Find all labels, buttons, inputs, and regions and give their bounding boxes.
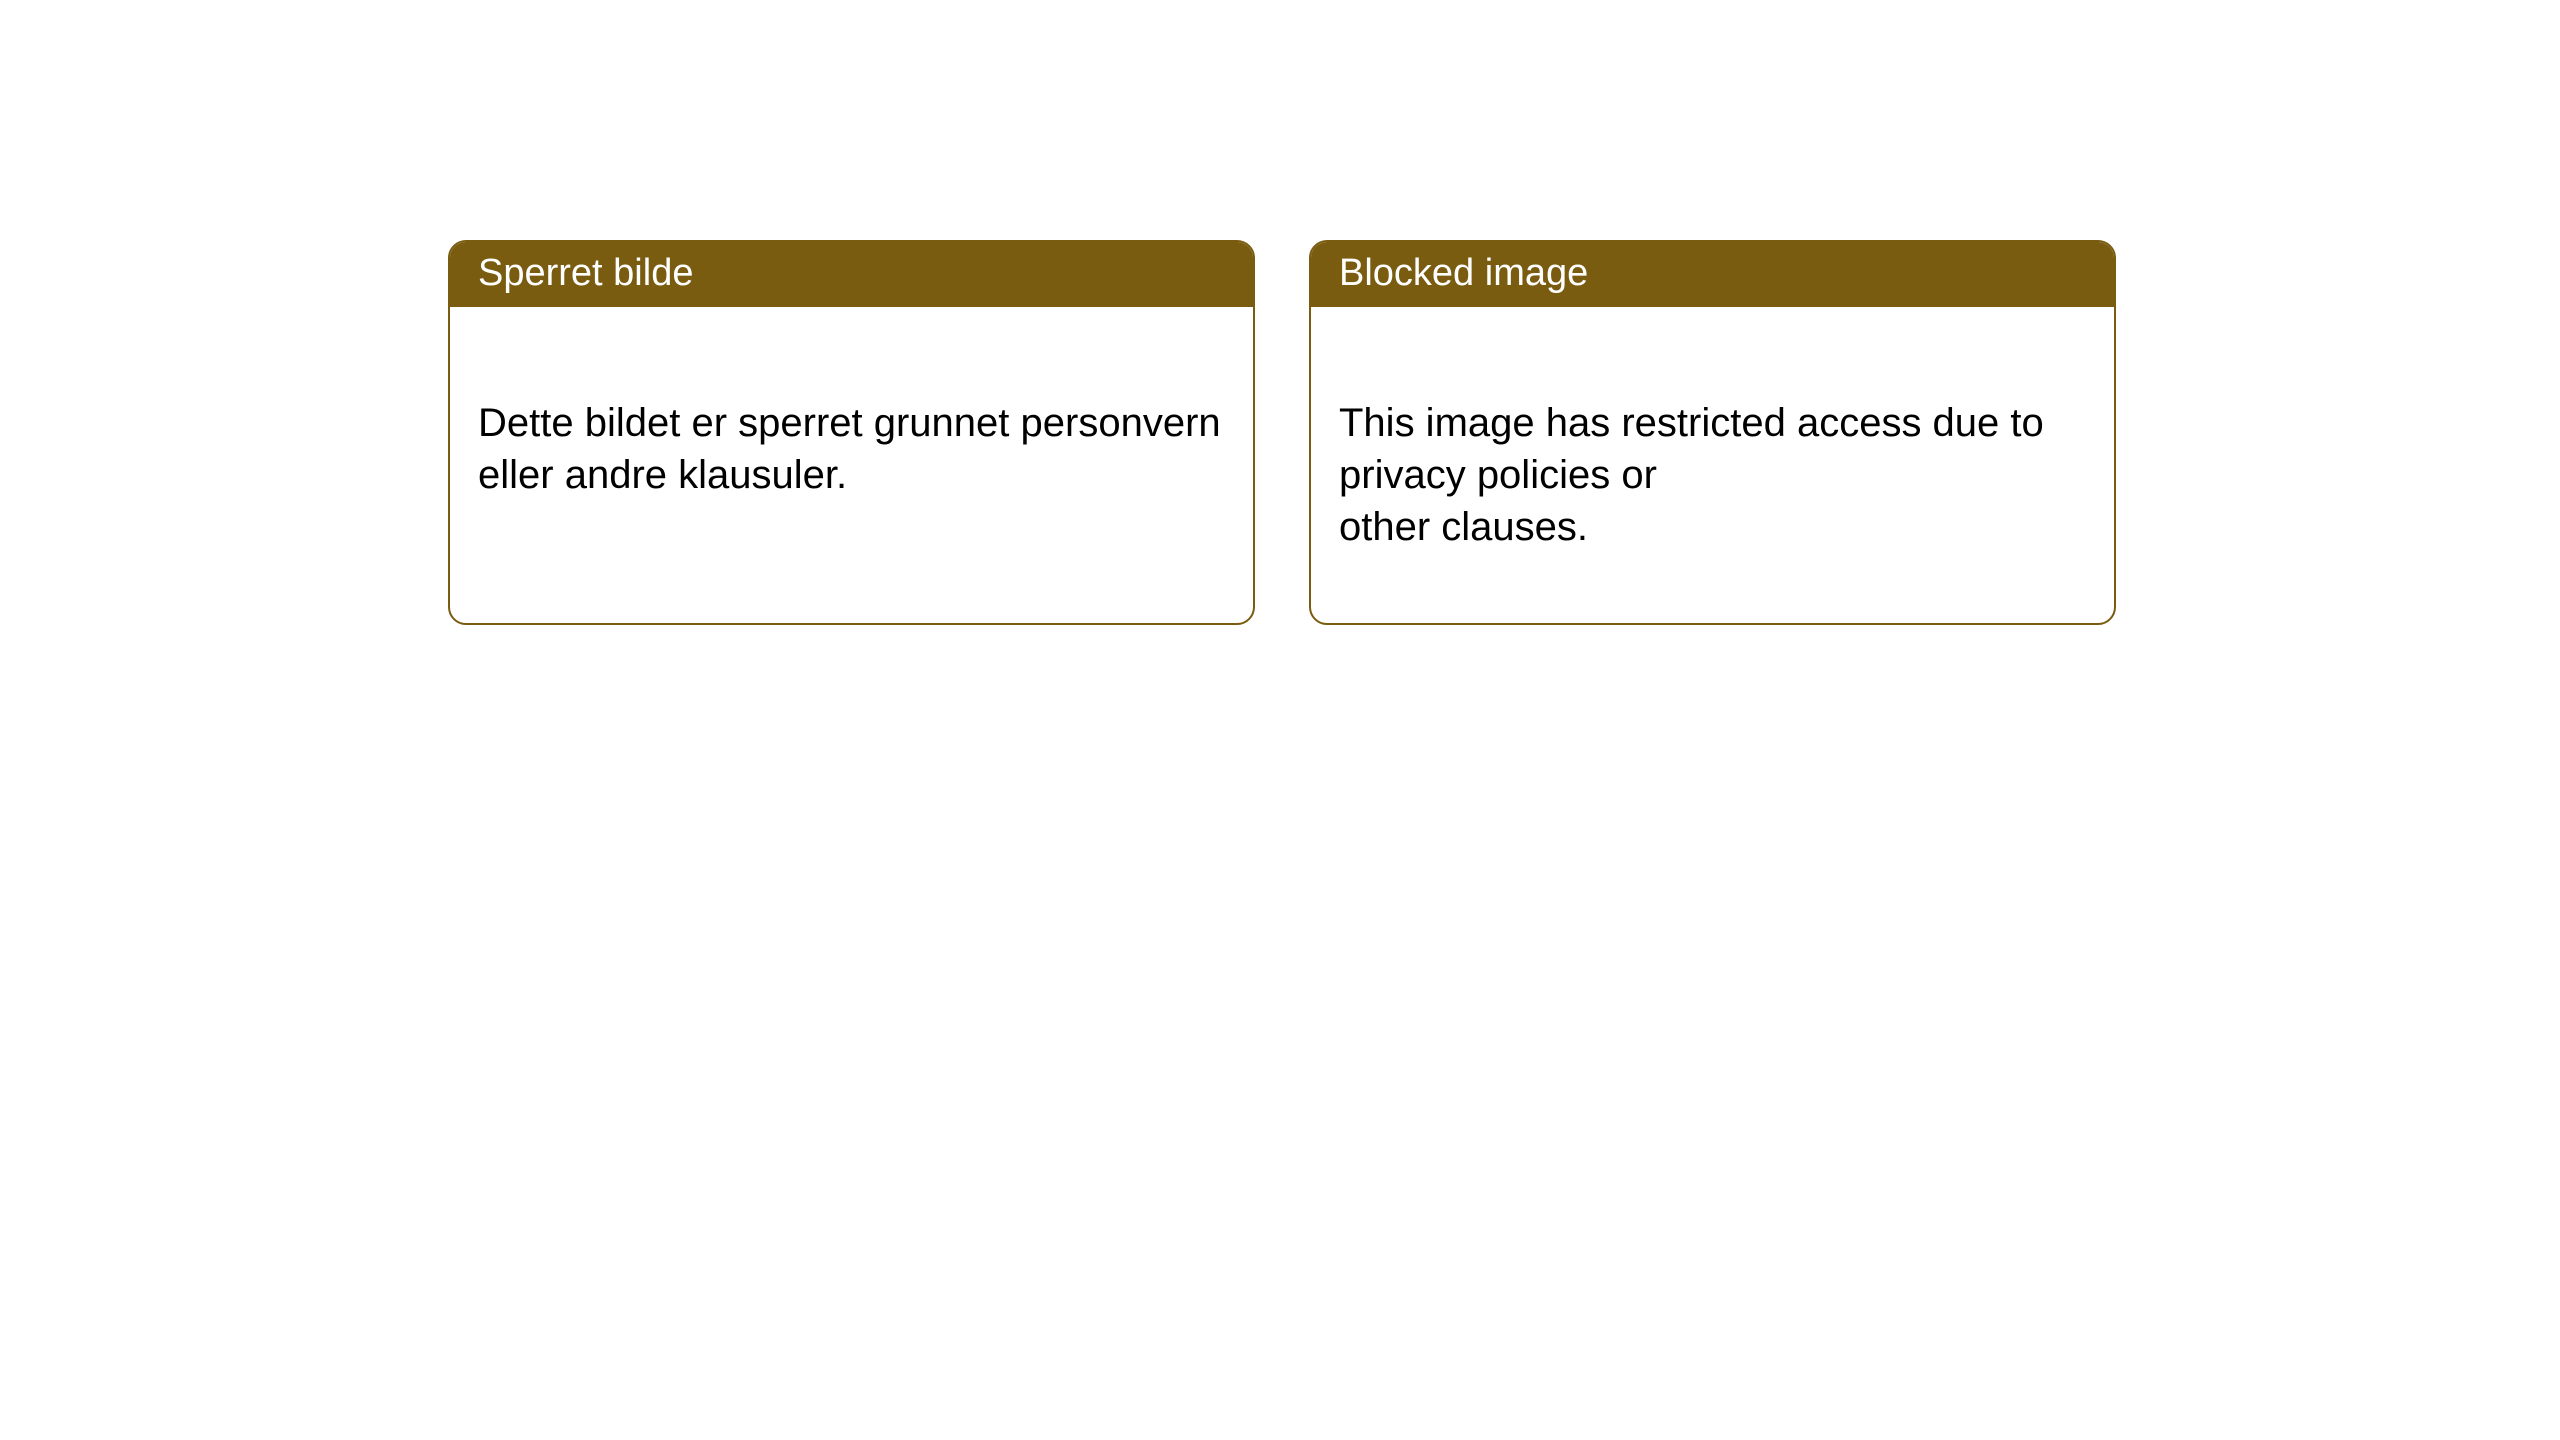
notice-container: Sperret bilde Dette bildet er sperret gr… (448, 240, 2116, 625)
notice-card-norwegian: Sperret bilde Dette bildet er sperret gr… (448, 240, 1255, 625)
notice-header: Blocked image (1311, 242, 2114, 307)
notice-message: Dette bildet er sperret grunnet personve… (478, 401, 1221, 497)
notice-body: This image has restricted access due to … (1311, 307, 2114, 623)
notice-header: Sperret bilde (450, 242, 1253, 307)
notice-card-english: Blocked image This image has restricted … (1309, 240, 2116, 625)
notice-title: Sperret bilde (478, 252, 693, 294)
notice-message: This image has restricted access due to … (1339, 401, 2044, 549)
notice-body: Dette bildet er sperret grunnet personve… (450, 307, 1253, 571)
notice-title: Blocked image (1339, 252, 1588, 294)
